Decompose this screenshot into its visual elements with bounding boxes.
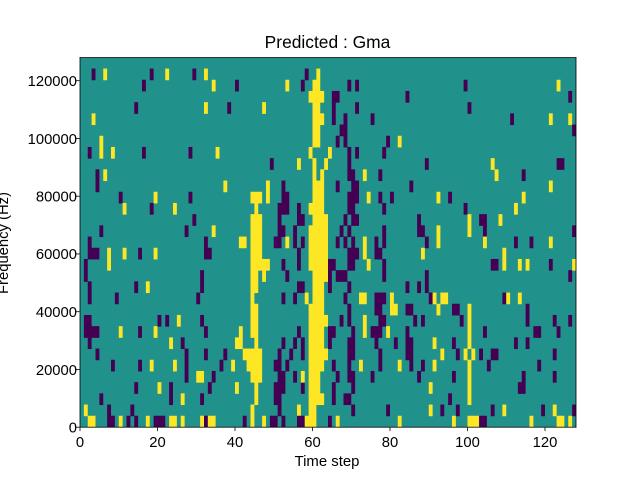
svg-text:Time step: Time step bbox=[295, 454, 360, 470]
svg-text:Frequency (Hz): Frequency (Hz) bbox=[0, 192, 12, 294]
svg-text:120000: 120000 bbox=[28, 74, 77, 90]
svg-text:20000: 20000 bbox=[36, 363, 77, 379]
svg-text:120: 120 bbox=[533, 435, 558, 451]
svg-text:20: 20 bbox=[149, 435, 165, 451]
svg-text:Predicted : Gma: Predicted : Gma bbox=[265, 32, 391, 52]
svg-text:60000: 60000 bbox=[36, 247, 77, 263]
svg-text:40: 40 bbox=[227, 435, 243, 451]
svg-text:0: 0 bbox=[69, 421, 77, 437]
svg-text:100: 100 bbox=[455, 435, 480, 451]
svg-text:40000: 40000 bbox=[36, 305, 77, 321]
svg-text:0: 0 bbox=[76, 435, 84, 451]
svg-text:80000: 80000 bbox=[36, 190, 77, 206]
svg-text:100000: 100000 bbox=[28, 132, 77, 148]
svg-text:60: 60 bbox=[304, 435, 320, 451]
svg-text:80: 80 bbox=[382, 435, 398, 451]
